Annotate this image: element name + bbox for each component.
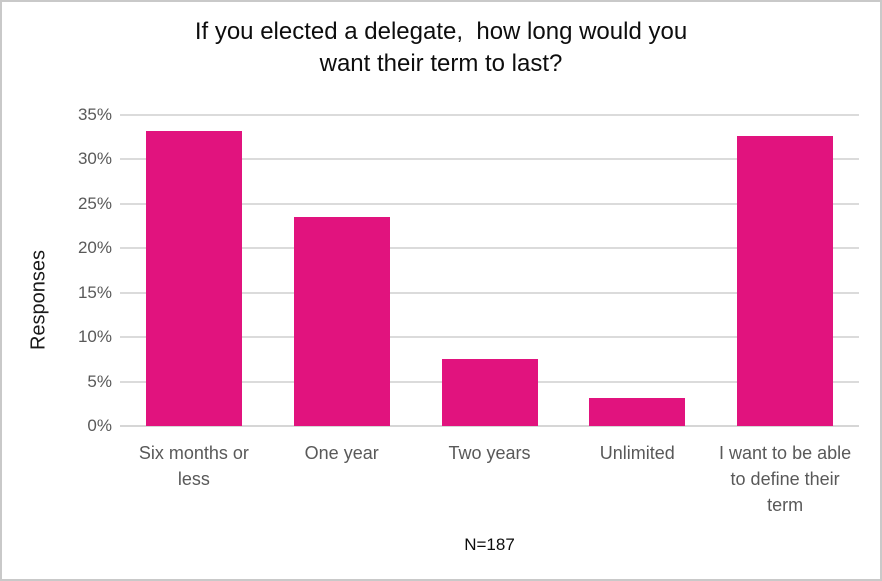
x-tick-label-3: Two years [448, 443, 531, 463]
bar-1 [145, 131, 242, 426]
y-tick-label-0pct: 0% [87, 416, 112, 435]
gridline-20 [120, 247, 859, 250]
bar-5 [737, 136, 834, 426]
y-tick-label-25pct: 25% [77, 193, 112, 213]
y-axis-tick-labels: 0% 5% 10% 15% 20% 25% 30% 35% [2, 105, 112, 435]
y-tick-label-35pct: 35% [77, 105, 112, 124]
footnote: N=187 [464, 535, 515, 554]
y-tick-label-5pct: 5% [87, 371, 112, 391]
gridline-30 [120, 158, 859, 161]
x-axis-line [120, 425, 859, 427]
y-tick-label-20pct: 20% [77, 238, 112, 258]
x-tick-label-5: I want to be able to define their term [719, 443, 852, 515]
x-tick-label-4: Unlimited [599, 443, 675, 463]
chart-title-line-1: If you elected a delegate, how long woul… [194, 18, 688, 45]
bar-4 [589, 397, 686, 426]
chart-title-line-2: want their term to last? [319, 50, 563, 77]
gridline-10 [120, 336, 859, 339]
gridline-15 [120, 291, 859, 294]
x-tick-label-2: One year [304, 443, 379, 463]
y-tick-label-30pct: 30% [77, 149, 112, 169]
chart-title: If you elected a delegate, how long woul… [2, 16, 880, 80]
bar-2 [293, 217, 390, 426]
gridline-25 [120, 202, 859, 205]
y-tick-label-15pct: 15% [77, 282, 112, 302]
plot-area [120, 114, 859, 427]
x-axis-labels: Six months or less One year Two years Unlim… [120, 440, 859, 518]
y-tick-label-10pct: 10% [77, 327, 112, 347]
bar-3 [441, 359, 538, 426]
gridline-35 [120, 114, 859, 116]
x-tick-label-1: Six months or less [138, 443, 249, 489]
